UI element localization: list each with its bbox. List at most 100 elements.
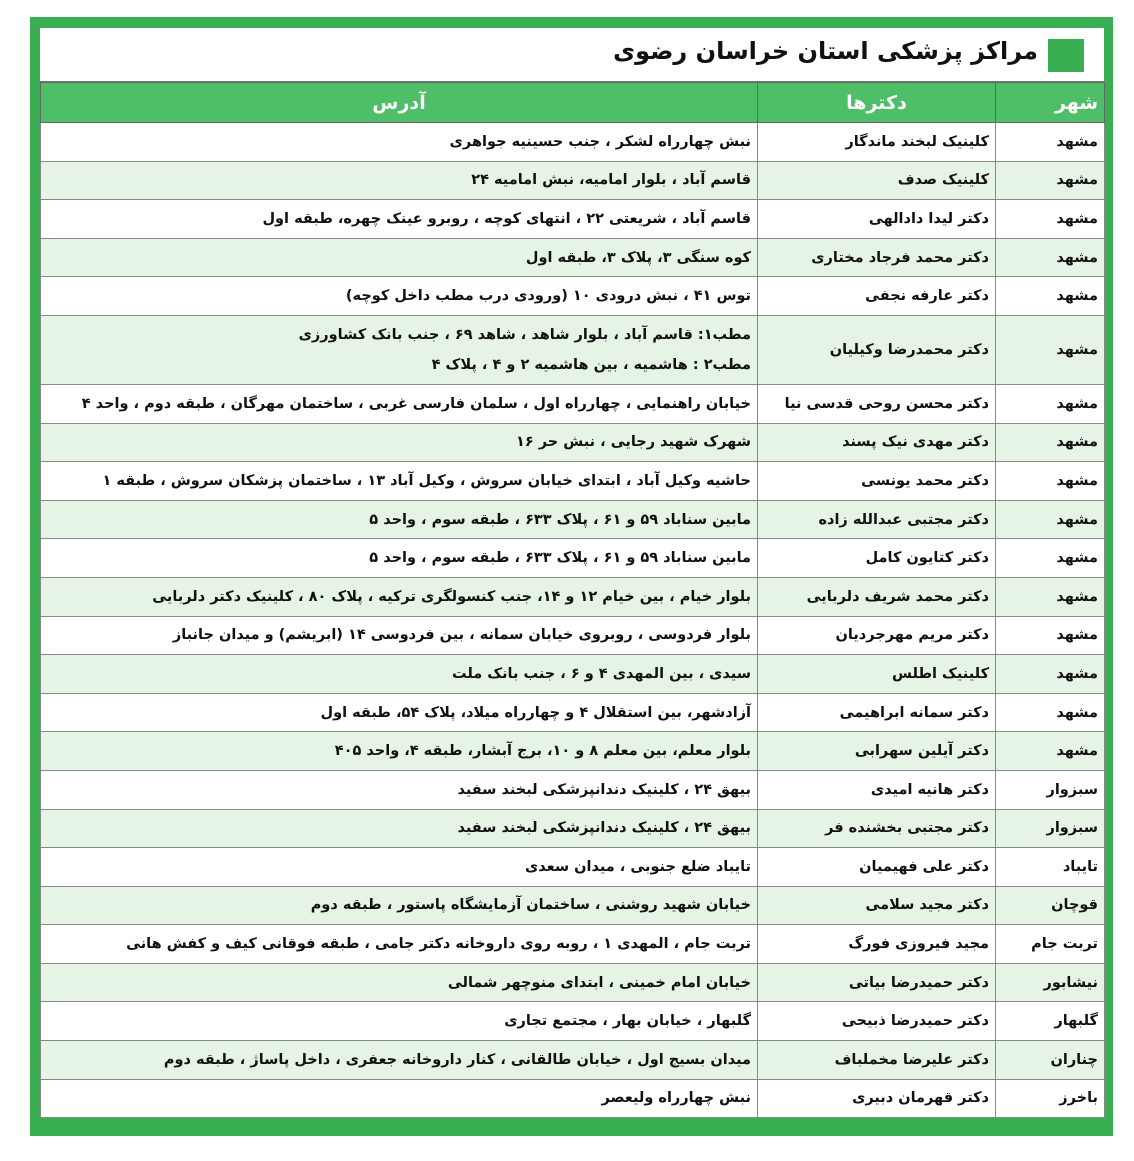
city: مشهد: [995, 692, 1105, 733]
city: قوچان: [995, 885, 1105, 926]
city: نیشابور: [995, 962, 1105, 1003]
doctor: کلینیک لبخند ماندگار: [757, 122, 996, 162]
doctor: دکتر سمانه ابراهیمی: [757, 692, 996, 733]
doctor: کلینیک صدف: [757, 160, 996, 201]
table-row: سبزوار دکتر هانیه امیدی بیهق ۲۴ ، کلینیک د…: [40, 769, 1105, 810]
table-row: باخرز دکتر قهرمان دبیری نبش چهارراه ولیعصر: [40, 1078, 1105, 1119]
table-row: تربت جام مجید فیروزی فورگ تربت جام ، المهد…: [40, 924, 1105, 964]
doctor: دکتر علیرضا مخملباف: [757, 1040, 996, 1080]
address: بیهق ۲۴ ، کلینیک دندانپزشکی لبخند سفید: [40, 808, 758, 849]
city: مشهد: [995, 499, 1105, 540]
header-row: شهر دکترها آدرس: [40, 82, 1105, 123]
doctor: مجید فیروزی فورگ: [757, 924, 996, 964]
address: خیابان شهید روشنی ، ساختمان آزمایشگاه پا…: [40, 885, 758, 926]
city-header: شهر: [995, 82, 1105, 123]
address: مابین سناباد ۵۹ و ۶۱ ، پلاک ۶۳۳ ، طبقه س…: [40, 538, 758, 578]
address: نبش چهارراه ولیعصر: [40, 1078, 758, 1119]
doctor-header: دکترها: [757, 82, 996, 123]
table-row: نیشابور دکتر حمیدرضا بیاتی خیابان امام خمی…: [40, 962, 1105, 1003]
doctor: دکتر محسن روحی قدسی نیا: [757, 383, 996, 424]
city: مشهد: [995, 199, 1105, 239]
doctor: دکتر هانیه امیدی: [757, 769, 996, 810]
address: بیهق ۲۴ ، کلینیک دندانپزشکی لبخند سفید: [40, 769, 758, 810]
table-row: چناران دکتر علیرضا مخملباف میدان بسیج اول …: [40, 1040, 1105, 1080]
doctor: دکتر حمیدرضا ذبیحی: [757, 1001, 996, 1042]
table-row: مشهد دکتر محمد فرجاد مختاری کوه سنگی ۳، پل…: [40, 237, 1105, 278]
city: چناران: [995, 1040, 1105, 1080]
doctor: دکتر محمد یونسی: [757, 461, 996, 501]
doctor: دکتر آیلین سهرابی: [757, 731, 996, 771]
frame: مراکز پزشکی استان خراسان رضوی شهر دکترها آ…: [30, 17, 1113, 1136]
city: مشهد: [995, 654, 1105, 694]
table-row: مشهد کلینیک لبخند ماندگار نبش چهارراه لشکر…: [40, 122, 1105, 162]
doctor: دکتر مریم مهرجردیان: [757, 615, 996, 656]
table-row: مشهد دکتر کتایون کامل مابین سناباد ۵۹ و ۶۱…: [40, 538, 1105, 578]
doctor: دکتر حمیدرضا بیاتی: [757, 962, 996, 1003]
table-row: مشهد دکتر محمد یونسی حاشیه وکیل آباد ، ابت…: [40, 461, 1105, 501]
table-row: قوچان دکتر مجید سلامی خیابان شهید روشنی ، …: [40, 885, 1105, 926]
address: نبش چهارراه لشکر ، جنب حسینیه جواهری: [40, 122, 758, 162]
doctor: دکتر محمد شریف دلربایی: [757, 576, 996, 617]
table-row: مشهد دکتر مریم مهرجردیان بلوار فردوسی ، رو…: [40, 615, 1105, 656]
title: مراکز پزشکی استان خراسان رضوی: [613, 37, 1038, 65]
address: توس ۴۱ ، نبش درودی ۱۰ (ورودی درب مطب داخ…: [40, 276, 758, 316]
city: مشهد: [995, 538, 1105, 578]
address: سیدی ، بین المهدی ۴ و ۶ ، جنب بانک ملت: [40, 654, 758, 694]
city: مشهد: [995, 461, 1105, 501]
doctor: دکتر علی فهیمیان: [757, 847, 996, 887]
table-row: مشهد کلینیک صدف قاسم آباد ، بلوار امامیه، …: [40, 160, 1105, 201]
table-row: مشهد دکتر لیدا دادالهی قاسم آباد ، شریعتی …: [40, 199, 1105, 239]
table-row: مشهد دکتر مجتبی عبدالله زاده مابین سناباد …: [40, 499, 1105, 540]
doctor: دکتر عارفه نجفی: [757, 276, 996, 316]
city: باخرز: [995, 1078, 1105, 1119]
address: بلوار فردوسی ، روبروی خیابان سمانه ، بین…: [40, 615, 758, 656]
title-icon: [1048, 39, 1084, 72]
address: خیابان امام خمینی ، ابتدای منوچهر شمالی: [40, 962, 758, 1003]
table-row: مشهد دکتر آیلین سهرابی بلوار معلم، بین معل…: [40, 731, 1105, 771]
doctor: دکتر قهرمان دبیری: [757, 1078, 996, 1119]
doctor: دکتر محمد فرجاد مختاری: [757, 237, 996, 278]
city: مشهد: [995, 314, 1105, 385]
city: مشهد: [995, 576, 1105, 617]
address-header: آدرس: [40, 82, 758, 123]
table-row: گلبهار دکتر حمیدرضا ذبیحی گلبهار ، خیابان …: [40, 1001, 1105, 1042]
address: آزادشهر، بین استقلال ۴ و چهارراه میلاد، …: [40, 692, 758, 733]
city: تایباد: [995, 847, 1105, 887]
doctor: دکتر مهدی نیک پسند: [757, 422, 996, 463]
address: خیابان راهنمایی ، چهارراه اول ، سلمان فا…: [40, 383, 758, 424]
address: میدان بسیج اول ، خیابان طالقانی ، کنار د…: [40, 1040, 758, 1080]
table-row: مشهد دکتر مهدی نیک پسند شهرک شهید رجایی ، …: [40, 422, 1105, 463]
address: بلوار خیام ، بین خیام ۱۲ و ۱۴، جنب کنسول…: [40, 576, 758, 617]
address: قاسم آباد ، بلوار امامیه، نبش امامیه ۲۴: [40, 160, 758, 201]
table-row: تایباد دکتر علی فهیمیان تایباد ضلع جنوبی ،…: [40, 847, 1105, 887]
address: شهرک شهید رجایی ، نبش حر ۱۶: [40, 422, 758, 463]
doctor: دکتر محمدرضا وکیلیان: [757, 314, 996, 385]
address: گلبهار ، خیابان بهار ، مجتمع تجاری: [40, 1001, 758, 1042]
city: مشهد: [995, 160, 1105, 201]
doctor: دکتر مجید سلامی: [757, 885, 996, 926]
city: مشهد: [995, 731, 1105, 771]
city: مشهد: [995, 422, 1105, 463]
city: سبزوار: [995, 808, 1105, 849]
city: مشهد: [995, 383, 1105, 424]
address: مابین سناباد ۵۹ و ۶۱ ، پلاک ۶۳۳ ، طبقه س…: [40, 499, 758, 540]
table-row: مشهد دکتر محسن روحی قدسی نیا خیابان راهنما…: [40, 383, 1105, 424]
address: کوه سنگی ۳، پلاک ۳، طبقه اول: [40, 237, 758, 278]
table-row: مشهد دکتر سمانه ابراهیمی آزادشهر، بین استق…: [40, 692, 1105, 733]
city: سبزوار: [995, 769, 1105, 810]
doctor: کلینیک اطلس: [757, 654, 996, 694]
title-row: مراکز پزشکی استان خراسان رضوی: [40, 28, 1104, 82]
address-line: مطب۲ : هاشمیه ، بین هاشمیه ۲ و ۴ ، پلاک …: [431, 356, 751, 373]
city: مشهد: [995, 615, 1105, 656]
address: تربت جام ، المهدی ۱ ، روبه روی داروخانه …: [40, 924, 758, 964]
address: تایباد ضلع جنوبی ، میدان سعدی: [40, 847, 758, 887]
table-row: مشهد دکتر محمد شریف دلربایی بلوار خیام ، ب…: [40, 576, 1105, 617]
city: گلبهار: [995, 1001, 1105, 1042]
sheet: مراکز پزشکی استان خراسان رضوی شهر دکترها آ…: [40, 28, 1105, 1119]
table-row: سبزوار دکتر مجتبی بخشنده فر بیهق ۲۴ ، کلین…: [40, 808, 1105, 849]
doctor: دکتر کتایون کامل: [757, 538, 996, 578]
address: قاسم آباد ، شریعتی ۲۲ ، انتهای کوچه ، رو…: [40, 199, 758, 239]
address-line: مطب۱: قاسم آباد ، بلوار شاهد ، شاهد ۶۹ ،…: [298, 326, 751, 343]
table-row: مشهد دکتر محمدرضا وکیلیان مطب۱: قاسم آباد …: [40, 314, 1105, 385]
address: حاشیه وکیل آباد ، ابتدای خیابان سروش ، و…: [40, 461, 758, 501]
